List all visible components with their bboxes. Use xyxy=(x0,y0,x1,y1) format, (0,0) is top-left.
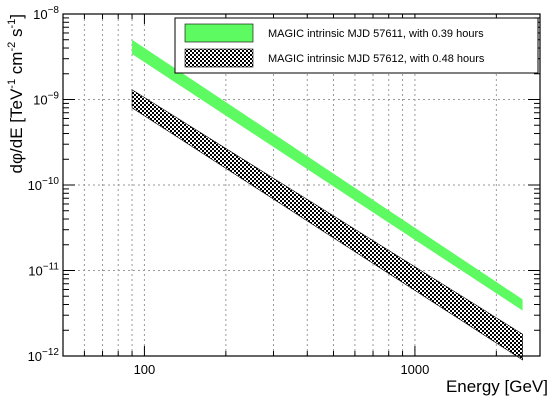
y-tick-label-exponent: −8 xyxy=(48,5,60,16)
y-tick-label-exponent: −11 xyxy=(43,262,60,273)
legend-label-series-2: MAGIC intrinsic MJD 57612, with 0.48 hou… xyxy=(268,53,485,65)
y-tick-label-exponent: −9 xyxy=(48,91,60,102)
y-tick-label: 10−11 xyxy=(28,262,59,279)
legend: MAGIC intrinsic MJD 57611, with 0.39 hou… xyxy=(174,17,539,74)
y-tick-label-exponent: −10 xyxy=(42,176,59,187)
y-axis-title-sup2: -2 xyxy=(6,42,18,52)
y-axis-title: dφ/dE [TeV-1 cm-2 s-1] xyxy=(6,14,26,173)
y-axis-title-sup1: -1 xyxy=(6,79,18,89)
legend-swatch-series-1 xyxy=(184,23,254,43)
y-tick-label: 10−12 xyxy=(28,347,60,364)
y-tick-label-base: 10 xyxy=(28,178,42,193)
x-axis-title: Energy [GeV] xyxy=(446,377,548,396)
y-axis-title-mid: cm xyxy=(7,52,26,79)
legend-swatch-series-2 xyxy=(184,48,254,68)
series-band-1 xyxy=(132,39,523,311)
y-tick-label: 10−9 xyxy=(33,91,59,108)
y-tick-label-base: 10 xyxy=(33,93,47,108)
y-axis-title-end: ] xyxy=(7,14,26,19)
legend-label-series-1: MAGIC intrinsic MJD 57611, with 0.39 hou… xyxy=(268,28,484,40)
y-tick-label-base: 10 xyxy=(33,7,47,22)
y-tick-label-base: 10 xyxy=(28,264,42,279)
y-tick-label: 10−8 xyxy=(33,5,59,22)
x-tick-label: 1000 xyxy=(400,362,429,377)
y-axis-title-mid2: s xyxy=(7,29,26,42)
y-tick-label: 10−10 xyxy=(28,176,60,193)
y-tick-label-base: 10 xyxy=(28,349,42,364)
series-layer xyxy=(131,39,523,361)
series-band-2 xyxy=(131,89,523,361)
y-tick-label-exponent: −12 xyxy=(42,347,59,358)
x-tick-label: 100 xyxy=(134,362,156,377)
y-axis-title-sup3: -1 xyxy=(6,19,18,29)
y-axis-title-main: dφ/dE [TeV xyxy=(7,88,26,173)
